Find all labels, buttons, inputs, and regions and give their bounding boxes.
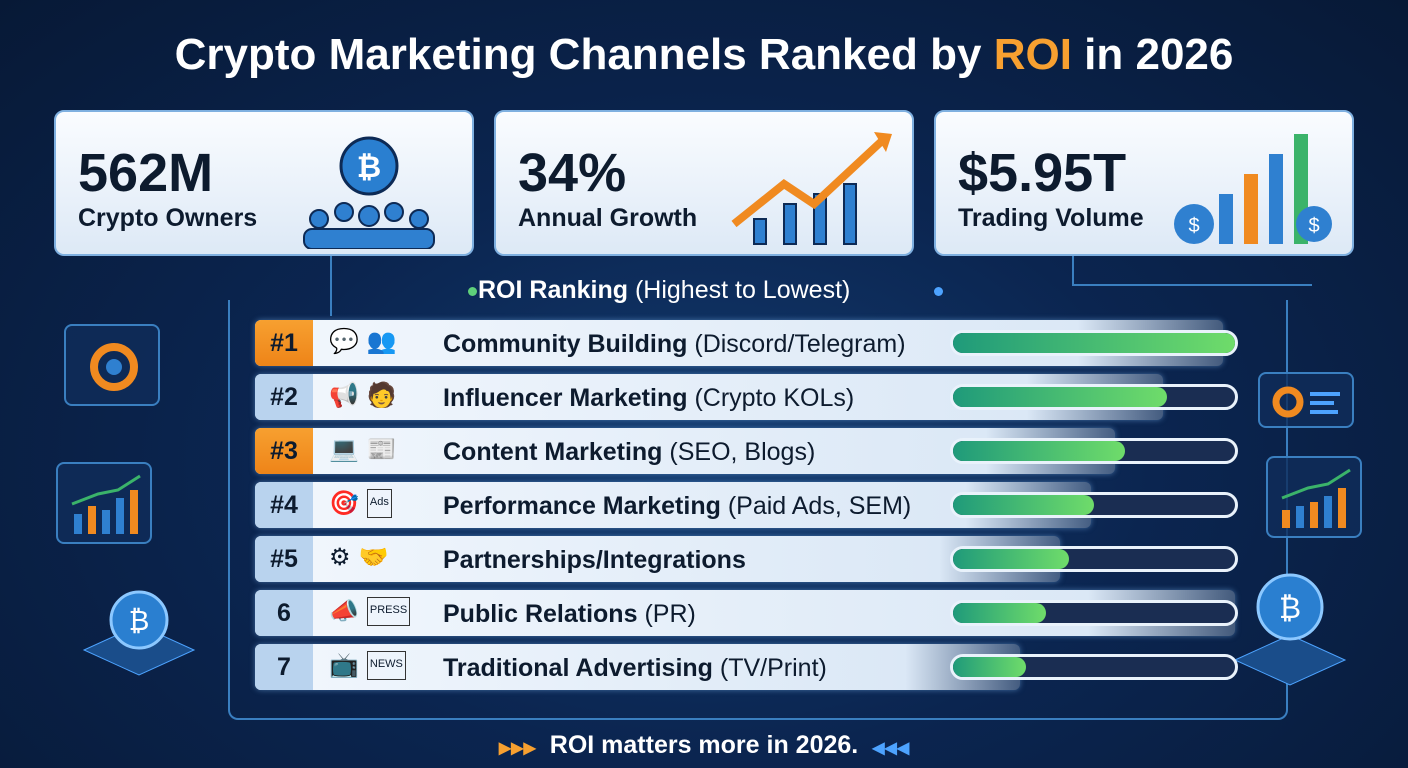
- channel-icons: 📢 🧑: [329, 381, 397, 410]
- channel-icon: 🤝: [358, 544, 389, 571]
- ranking-row: #5 ⚙ 🤝 Partnerships/Integrations: [255, 536, 1060, 582]
- roi-bar-track: [950, 384, 1238, 410]
- rank-badge: #1: [255, 320, 313, 366]
- roi-bar-fill: [953, 549, 1069, 569]
- svg-text:$: $: [1188, 215, 1199, 237]
- channel-icon: 📺: [329, 652, 359, 679]
- arrow-left-icon: ◀◀◀: [872, 740, 910, 757]
- ranking-row: 7 📺 NEWS Traditional Advertising (TV/Prin…: [255, 644, 1020, 690]
- svg-text:₿: ₿: [1279, 592, 1301, 625]
- ranking-heading: ROI Ranking (Highest to Lowest): [478, 276, 851, 304]
- stat-card-growth: 34% Annual Growth: [494, 110, 914, 256]
- channel-icons: 💬 👥: [329, 327, 397, 356]
- stat-card-owners: 562M Crypto Owners ₿: [54, 110, 474, 256]
- bitcoin-coin-icon: ₿: [82, 590, 196, 676]
- channel-icon: NEWS: [366, 651, 406, 680]
- bar-chart-icon: [56, 462, 152, 544]
- roi-bar-track: [950, 492, 1238, 518]
- roi-bar-track: [950, 546, 1238, 572]
- channel-name: Community Building (Discord/Telegram): [443, 330, 906, 358]
- roi-bar-fill: [953, 333, 1235, 353]
- channel-icon: 👥: [366, 328, 397, 355]
- channel-name: Performance Marketing (Paid Ads, SEM): [443, 492, 912, 520]
- rank-badge: #5: [255, 536, 313, 582]
- channel-icon: 📣: [329, 598, 359, 625]
- roi-bar-fill: [953, 441, 1126, 461]
- channel-icon: 📢: [329, 382, 359, 409]
- roi-bar-fill: [953, 657, 1027, 677]
- channel-icon: 💬: [329, 328, 359, 355]
- channel-icon: ⚙: [329, 544, 351, 571]
- svg-text:₿: ₿: [357, 151, 381, 184]
- channel-icon: Ads: [366, 489, 392, 518]
- stat-label: Trading Volume: [958, 204, 1144, 232]
- arrow-right-icon: ▶▶▶: [498, 740, 536, 757]
- channel-name: Partnerships/Integrations: [443, 546, 746, 574]
- money-bags-chart-icon: $ $: [1174, 134, 1332, 244]
- rank-badge: #2: [255, 374, 313, 420]
- growth-bars-icon: [1266, 456, 1362, 538]
- footer-tagline: ▶▶▶ ROI matters more in 2026. ◀◀◀: [498, 731, 910, 759]
- channel-icons: 📣 PRESS: [329, 597, 411, 626]
- stat-label: Annual Growth: [518, 204, 698, 232]
- roi-bar-fill: [953, 603, 1047, 623]
- stat-card-volume: $5.95T Trading Volume $ $: [934, 110, 1354, 256]
- stat-value: 34%: [518, 143, 627, 203]
- channel-icons: 💻 📰: [329, 435, 397, 464]
- ranking-row: #2 📢 🧑 Influencer Marketing (Crypto KOLs): [255, 374, 1163, 420]
- rank-badge: 7: [255, 644, 313, 690]
- channel-icon: PRESS: [366, 597, 411, 626]
- roi-bar-track: [950, 438, 1238, 464]
- roi-bar-fill: [953, 495, 1094, 515]
- page-title: Crypto Marketing Channels Ranked by ROI …: [174, 30, 1234, 79]
- channel-icon: 🧑: [366, 382, 397, 409]
- roi-bar-fill: [953, 387, 1168, 407]
- donut-chart-icon: [1258, 372, 1354, 428]
- roi-bar-track: [950, 330, 1238, 356]
- rank-badge: 6: [255, 590, 313, 636]
- stat-value: 562M: [78, 143, 214, 203]
- roi-bar-track: [950, 600, 1238, 626]
- channel-name: Public Relations (PR): [443, 600, 696, 628]
- bitcoin-coin-icon: ₿: [1233, 573, 1347, 686]
- channel-icons: 📺 NEWS: [329, 651, 406, 680]
- channel-name: Influencer Marketing (Crypto KOLs): [443, 384, 855, 412]
- hexagon-chart-icon: [64, 324, 160, 406]
- growth-chart-icon: [731, 132, 892, 245]
- bitcoin-crowd-icon: ₿: [303, 136, 435, 249]
- rank-badge: #4: [255, 482, 313, 528]
- stat-value: $5.95T: [958, 143, 1127, 203]
- roi-bar-track: [950, 654, 1238, 680]
- channel-name: Traditional Advertising (TV/Print): [443, 654, 827, 682]
- stat-label: Crypto Owners: [78, 204, 258, 232]
- channel-icons: 🎯 Ads: [329, 489, 392, 518]
- channel-icon: 🎯: [329, 490, 359, 517]
- channel-icons: ⚙ 🤝: [329, 543, 388, 572]
- channel-icon: 📰: [366, 436, 397, 463]
- channel-icon: 💻: [329, 436, 359, 463]
- channel-name: Content Marketing (SEO, Blogs): [443, 438, 816, 466]
- rank-badge: #3: [255, 428, 313, 474]
- svg-text:₿: ₿: [129, 605, 150, 636]
- svg-text:$: $: [1308, 215, 1319, 237]
